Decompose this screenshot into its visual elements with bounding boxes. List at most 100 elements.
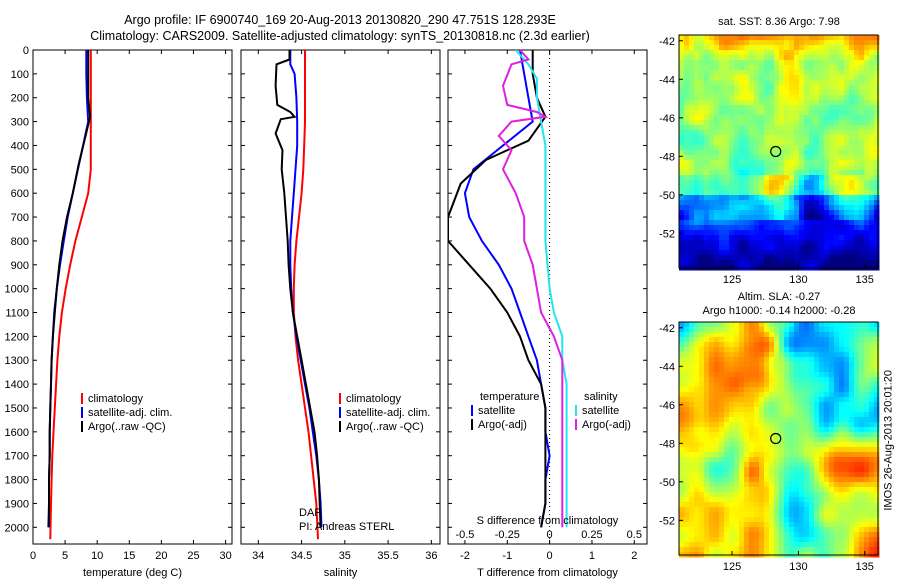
map-cell <box>849 60 855 66</box>
map-cell <box>754 392 760 398</box>
map-cell <box>729 115 735 121</box>
map-cell <box>839 547 845 553</box>
map-cell <box>699 537 705 543</box>
map-cell <box>794 45 800 51</box>
map-cell <box>724 337 730 343</box>
map-cell <box>789 155 795 161</box>
map-cell <box>724 527 730 533</box>
map-cell <box>684 90 690 96</box>
map-cell <box>814 220 820 226</box>
map-cell <box>814 110 820 116</box>
map-cell <box>704 180 710 186</box>
map-cell <box>814 337 820 343</box>
map-cell <box>709 442 715 448</box>
map-cell <box>789 80 795 86</box>
map-cell <box>824 240 830 246</box>
map-cell <box>764 135 770 141</box>
map-cell <box>814 477 820 483</box>
map-cell <box>854 447 860 453</box>
map-cell <box>699 492 705 498</box>
map-cell <box>734 377 740 383</box>
map-cell <box>824 120 830 126</box>
map-cell <box>844 175 850 181</box>
map-cell <box>854 205 860 211</box>
map-cell <box>699 40 705 46</box>
map-cell <box>759 412 765 418</box>
map-cell <box>684 322 690 328</box>
map-cell <box>804 170 810 176</box>
map-cell <box>679 210 685 216</box>
map-cell <box>754 50 760 56</box>
map-cell <box>704 200 710 206</box>
map-cell <box>824 180 830 186</box>
map-cell <box>784 255 790 261</box>
map-cell <box>689 527 695 533</box>
map-cell <box>724 477 730 483</box>
map-cell <box>684 190 690 196</box>
map-cell <box>759 230 765 236</box>
map-cell <box>759 337 765 343</box>
map-cell <box>819 492 825 498</box>
map-cell <box>704 442 710 448</box>
map-cell <box>864 347 870 353</box>
map-cell <box>769 352 775 358</box>
map-cell <box>819 522 825 528</box>
map-cell <box>859 487 865 493</box>
map-cell <box>784 532 790 538</box>
map-cell <box>844 235 850 241</box>
map-cell <box>684 447 690 453</box>
map-cell <box>774 497 780 503</box>
map-cell <box>769 522 775 528</box>
map-cell <box>829 452 835 458</box>
map-cell <box>689 225 695 231</box>
map-cell <box>679 225 685 231</box>
map-cell <box>754 175 760 181</box>
map-cell <box>809 422 815 428</box>
map-cell <box>859 442 865 448</box>
map-cell <box>794 225 800 231</box>
map-cell <box>764 105 770 111</box>
map-cell <box>794 452 800 458</box>
map-cell <box>754 422 760 428</box>
map-cell <box>854 542 860 548</box>
map-cell <box>709 110 715 116</box>
map-cell <box>779 45 785 51</box>
map-cell <box>699 210 705 216</box>
map-cell <box>709 135 715 141</box>
map-cell <box>804 180 810 186</box>
map-cell <box>764 437 770 443</box>
map-cell <box>799 125 805 131</box>
map-cell <box>809 130 815 136</box>
map-cell <box>854 442 860 448</box>
map-cell <box>679 85 685 91</box>
map-cell <box>709 367 715 373</box>
map-cell <box>804 532 810 538</box>
map-cell <box>824 155 830 161</box>
map-cell <box>719 165 725 171</box>
map-cell <box>759 85 765 91</box>
map-cell <box>769 140 775 146</box>
map-cell <box>849 407 855 413</box>
map-cell <box>789 462 795 468</box>
map-cell <box>749 105 755 111</box>
map-cell <box>794 392 800 398</box>
map-cell <box>759 467 765 473</box>
map-cell <box>774 195 780 201</box>
map-cell <box>824 367 830 373</box>
map-cell <box>849 327 855 333</box>
map-cell <box>774 105 780 111</box>
map-cell <box>829 60 835 66</box>
map-cell <box>684 347 690 353</box>
map-cell <box>869 165 875 171</box>
map-cell <box>869 527 875 533</box>
map-cell <box>854 150 860 156</box>
map-cell <box>869 255 875 261</box>
map-cell <box>869 507 875 513</box>
map-cell <box>709 200 715 206</box>
map-cell <box>729 422 735 428</box>
map-cell <box>764 210 770 216</box>
map-cell <box>859 175 865 181</box>
map-cell <box>734 115 740 121</box>
map-cell <box>794 110 800 116</box>
map-cell <box>704 75 710 81</box>
